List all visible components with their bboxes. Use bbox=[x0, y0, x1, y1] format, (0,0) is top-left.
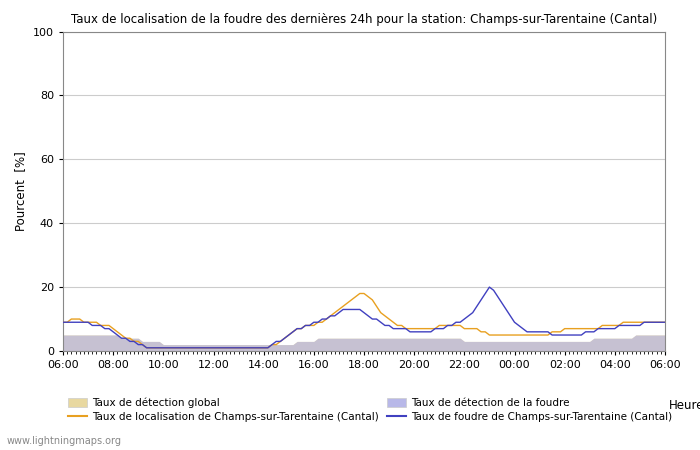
Legend: Taux de détection global, Taux de localisation de Champs-sur-Tarentaine (Cantal): Taux de détection global, Taux de locali… bbox=[68, 398, 672, 423]
Text: www.lightningmaps.org: www.lightningmaps.org bbox=[7, 436, 122, 446]
Text: Heure: Heure bbox=[668, 400, 700, 412]
Title: Taux de localisation de la foudre des dernières 24h pour la station: Champs-sur-: Taux de localisation de la foudre des de… bbox=[71, 13, 657, 26]
Y-axis label: Pourcent  [%]: Pourcent [%] bbox=[15, 151, 27, 231]
